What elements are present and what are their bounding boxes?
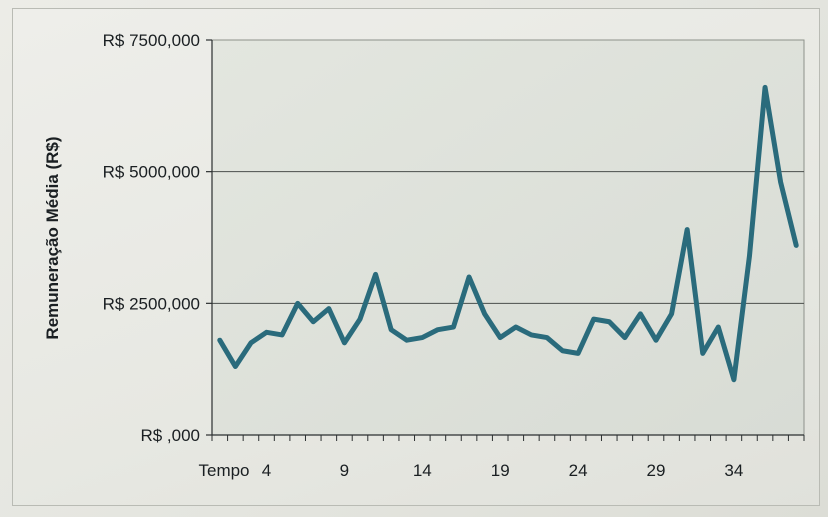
x-tick-label: 34 <box>724 461 743 480</box>
x-tick-label: 14 <box>413 461 432 480</box>
x-tick-label: 9 <box>340 461 349 480</box>
x-tick-label: 24 <box>569 461 588 480</box>
x-tick-label: 4 <box>262 461 271 480</box>
x-tick-label: 29 <box>647 461 666 480</box>
gridlines <box>212 171 804 304</box>
y-tick-label: R$ ,000 <box>140 426 200 445</box>
y-tick-label: R$ 5000,000 <box>103 163 200 182</box>
plot-area <box>211 39 805 436</box>
x-axis-title: Tempo <box>198 461 249 480</box>
series-line <box>217 84 799 383</box>
y-tick-label: R$ 7500,000 <box>103 31 200 50</box>
labels: Remuneração Média (R$) Tempo R$ ,000 R$ 2… <box>43 31 743 480</box>
x-tick-label: 19 <box>491 461 510 480</box>
axes <box>206 39 805 441</box>
y-axis-title: Remuneração Média (R$) <box>43 136 62 339</box>
series <box>217 84 799 383</box>
y-tick-label: R$ 2500,000 <box>103 294 200 313</box>
